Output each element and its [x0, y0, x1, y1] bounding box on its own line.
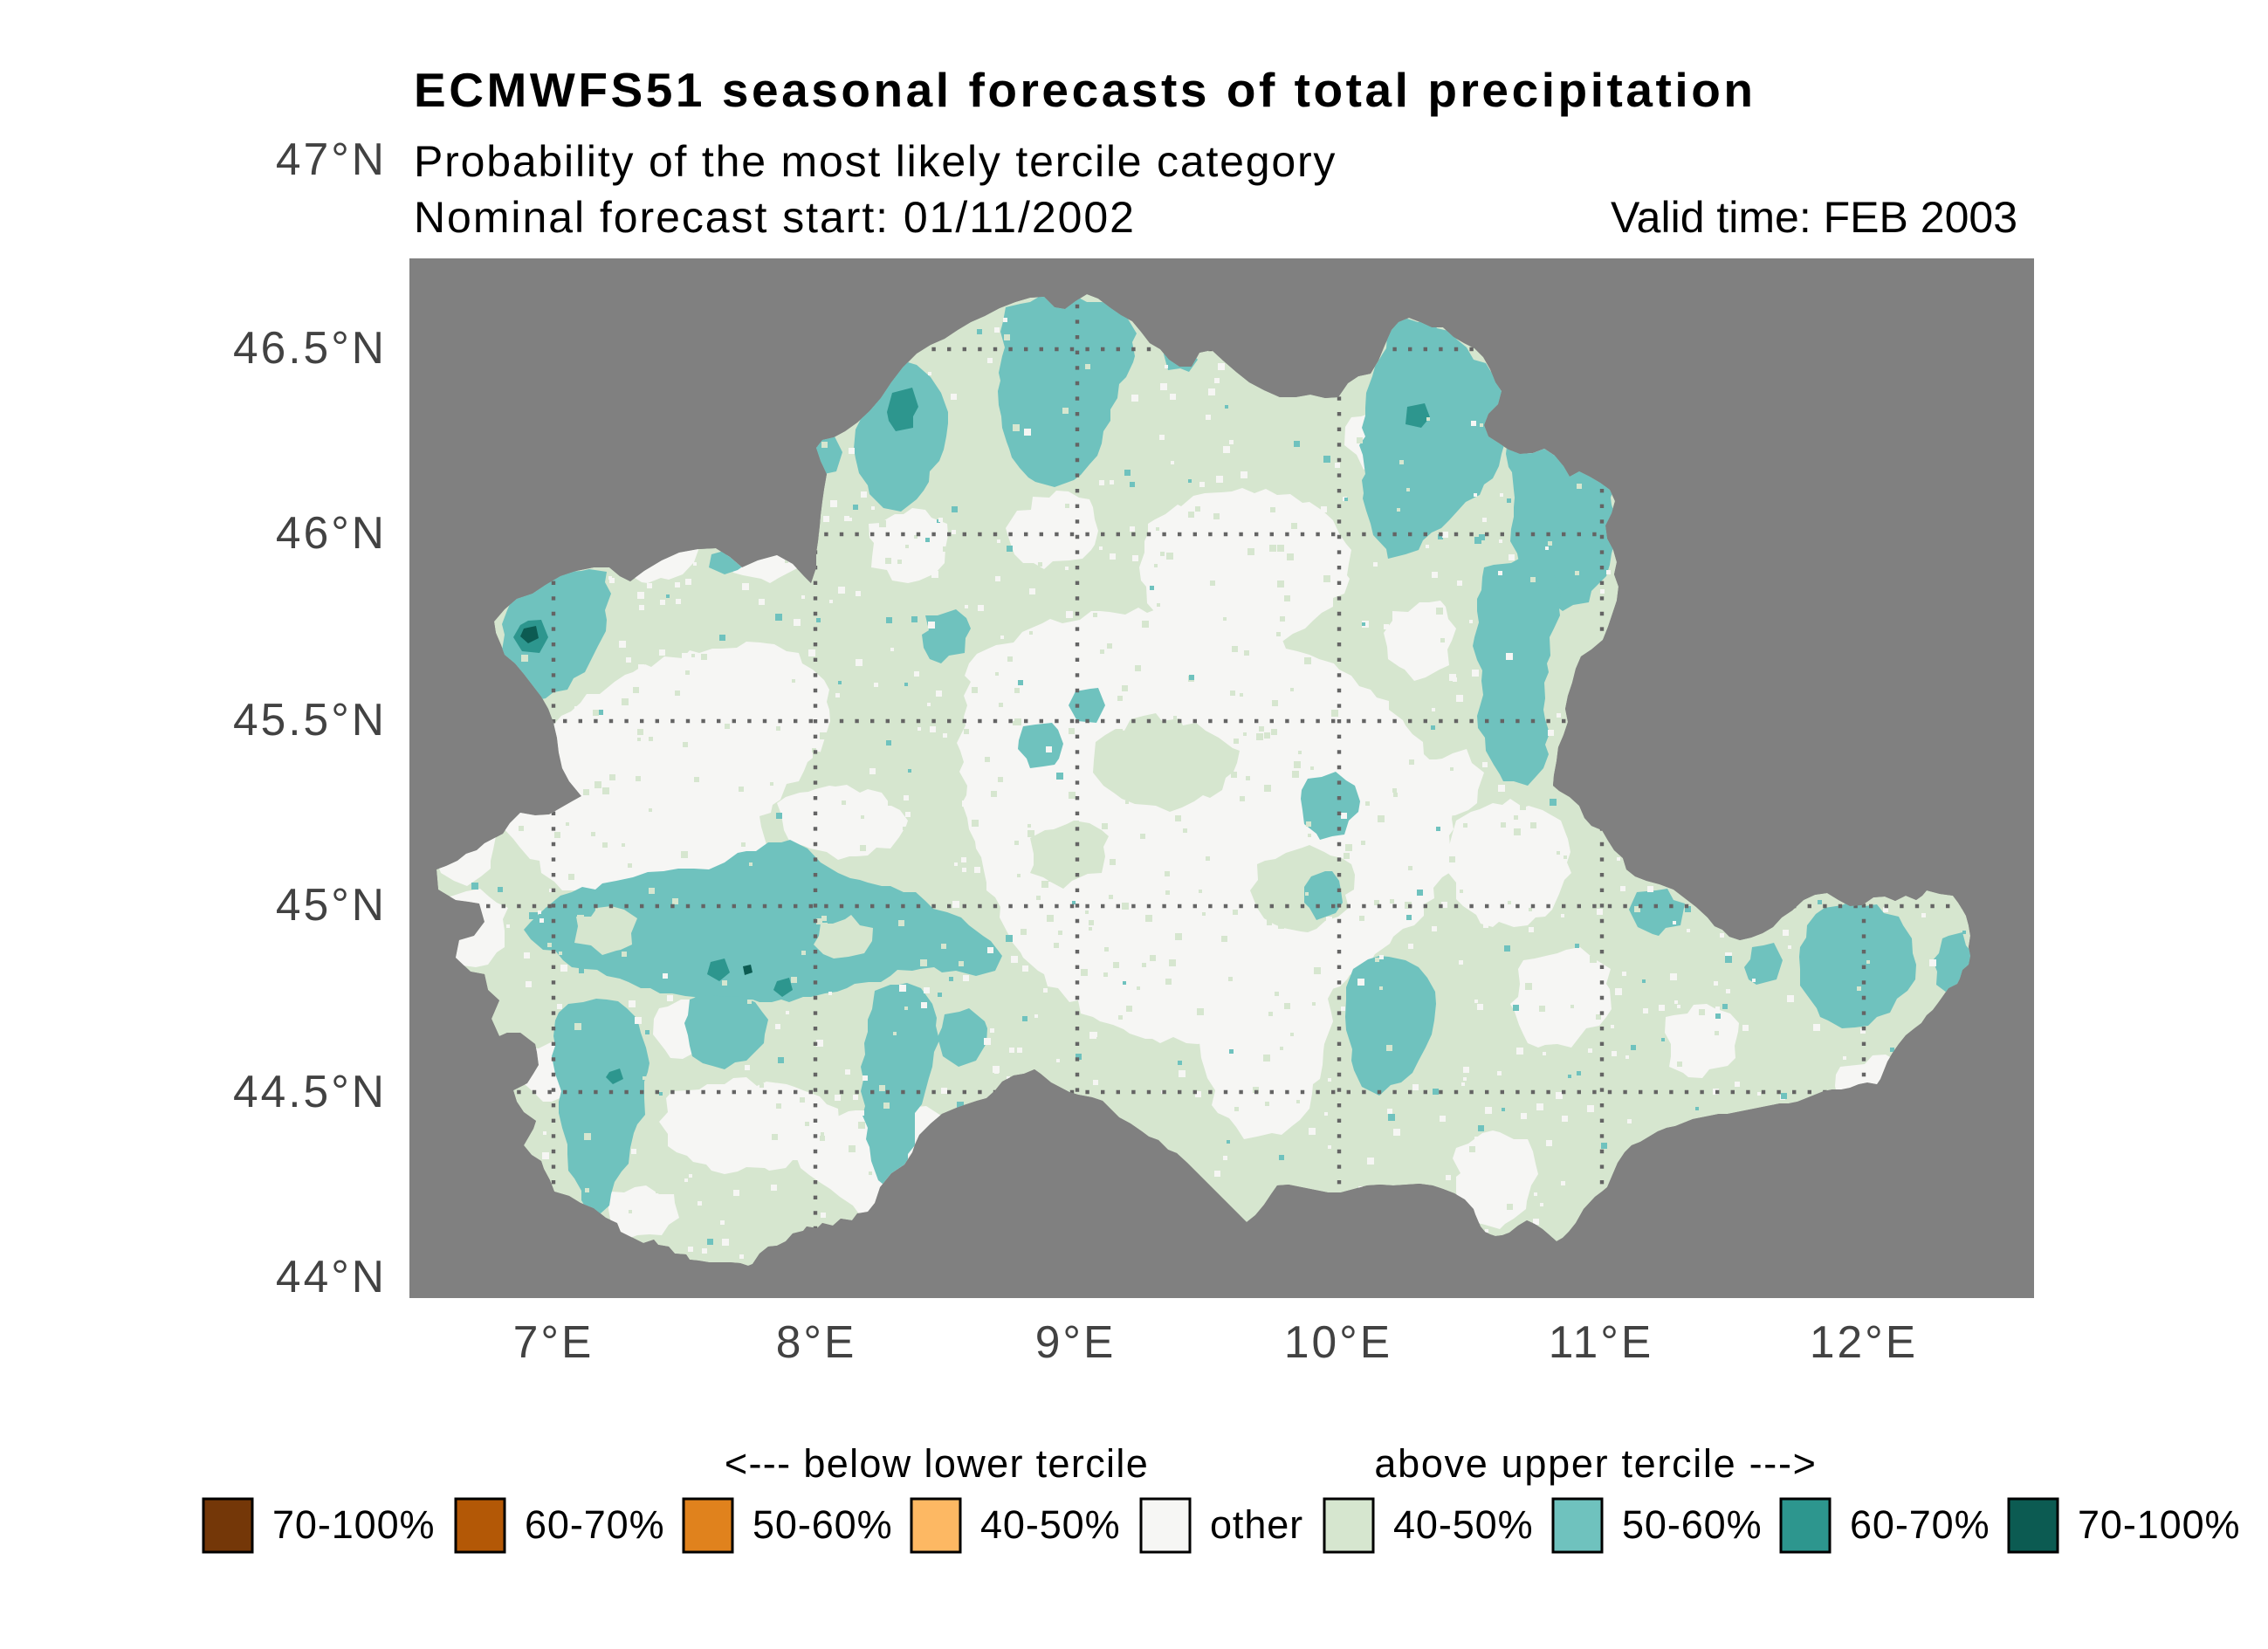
- svg-text:47°N: 47°N: [276, 134, 387, 184]
- svg-text:Valid time: FEB 2003: Valid time: FEB 2003: [1611, 193, 2017, 242]
- svg-text:11°E: 11°E: [1549, 1316, 1653, 1367]
- svg-text:60-70%: 60-70%: [1850, 1502, 1990, 1547]
- svg-text:50-60%: 50-60%: [753, 1502, 893, 1547]
- svg-text:ECMWFS51 seasonal forecasts of: ECMWFS51 seasonal forecasts of total pre…: [414, 63, 1756, 117]
- svg-text:44°N: 44°N: [276, 1251, 387, 1302]
- svg-text:44.5°N: 44.5°N: [233, 1066, 387, 1117]
- svg-text:12°E: 12°E: [1810, 1316, 1918, 1367]
- svg-text:8°E: 8°E: [776, 1316, 857, 1367]
- svg-text:7°E: 7°E: [513, 1316, 594, 1367]
- svg-text:46.5°N: 46.5°N: [233, 322, 387, 373]
- svg-text:70-100%: 70-100%: [272, 1502, 435, 1547]
- svg-text:Probability of the most likely: Probability of the most likely tercile c…: [414, 137, 1337, 186]
- svg-text:10°E: 10°E: [1284, 1316, 1392, 1367]
- svg-text:40-50%: 40-50%: [980, 1502, 1121, 1547]
- svg-text:9°E: 9°E: [1035, 1316, 1117, 1367]
- svg-text:46°N: 46°N: [276, 507, 387, 558]
- svg-text:45.5°N: 45.5°N: [233, 694, 387, 745]
- svg-text:70-100%: 70-100%: [2078, 1502, 2240, 1547]
- svg-text:45°N: 45°N: [276, 879, 387, 930]
- svg-text:Nominal forecast start: 01/11/: Nominal forecast start: 01/11/2002: [414, 193, 1136, 242]
- svg-text:50-60%: 50-60%: [1622, 1502, 1763, 1547]
- svg-text:60-70%: 60-70%: [525, 1502, 665, 1547]
- svg-text:other: other: [1210, 1502, 1303, 1547]
- svg-text:above upper tercile --->: above upper tercile --->: [1374, 1441, 1817, 1486]
- svg-text:40-50%: 40-50%: [1393, 1502, 1534, 1547]
- svg-text:<--- below lower tercile: <--- below lower tercile: [725, 1441, 1149, 1486]
